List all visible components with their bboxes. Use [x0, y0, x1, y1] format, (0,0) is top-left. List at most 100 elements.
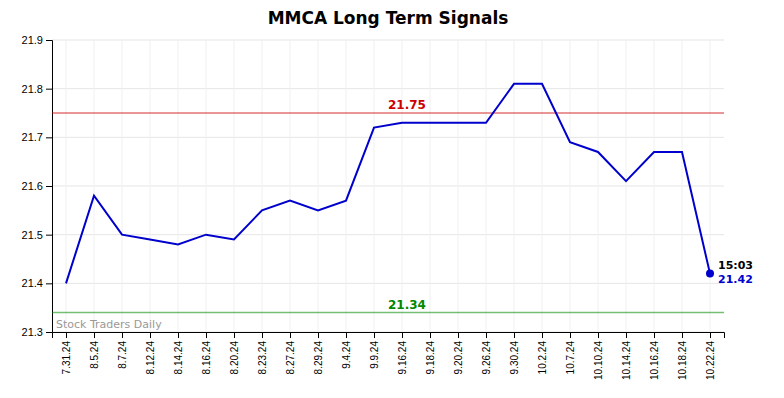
x-tick-label: 9.30.24 — [509, 341, 520, 375]
point-annotation: 15:03 — [718, 259, 753, 272]
x-tick-label: 9.4.24 — [341, 341, 352, 369]
tick-mark — [626, 332, 627, 338]
tick-mark — [290, 332, 291, 338]
annotations: 21.7521.3415:0321.42Stock Traders Daily — [56, 98, 753, 331]
grid-line-x — [206, 40, 207, 332]
x-tick: 9.4.24 — [341, 332, 352, 369]
tick-mark — [458, 332, 459, 338]
grid-line-y — [52, 137, 724, 138]
tick-mark — [46, 235, 52, 236]
grid-line-x — [94, 40, 95, 332]
x-tick-label: 7.31.24 — [61, 341, 72, 375]
grid-line-x — [486, 40, 487, 332]
tick-mark — [46, 186, 52, 187]
y-tick-label: 21.7 — [22, 131, 43, 143]
x-tick: 8.16.24 — [201, 332, 212, 374]
tick-mark — [46, 40, 52, 41]
point-annotation: 21.42 — [718, 273, 753, 286]
x-tick-label: 10.18.24 — [677, 341, 688, 380]
x-tick-label: 10.22.24 — [705, 341, 716, 380]
reference-line — [52, 112, 724, 114]
tick-mark — [570, 332, 571, 338]
x-tick: 7.31.24 — [61, 332, 72, 374]
x-tick-label: 8.14.24 — [173, 341, 184, 375]
tick-mark — [486, 332, 487, 338]
grid-line-x — [430, 40, 431, 332]
tick-mark — [374, 332, 375, 338]
grid-line-x — [318, 40, 319, 332]
tick-mark — [94, 332, 95, 338]
x-tick: 9.18.24 — [425, 332, 436, 374]
axis-line — [53, 333, 725, 339]
tick-mark — [206, 332, 207, 338]
x-tick: 9.16.24 — [397, 332, 408, 374]
x-axis: 7.31.24 8.5.24 8.7.24 8.12.24 8.14.24 8.16.24… — [53, 332, 725, 380]
grid-line-x — [262, 40, 263, 332]
tick-mark — [234, 332, 235, 338]
x-tick-label: 10.14.24 — [621, 341, 632, 380]
grid-line-x — [150, 40, 151, 332]
tick-mark — [402, 332, 403, 338]
y-tick: 21.6 — [22, 180, 52, 192]
x-tick: 8.14.24 — [173, 332, 184, 374]
grid-line-x — [122, 40, 123, 332]
x-tick-label: 10.16.24 — [649, 341, 660, 380]
tick-mark — [262, 332, 263, 338]
x-tick-label: 8.16.24 — [201, 341, 212, 375]
tick-mark — [514, 332, 515, 338]
x-tick-label: 10.10.24 — [593, 341, 604, 380]
grid-line-x — [346, 40, 347, 332]
grid-line-x — [654, 40, 655, 332]
x-tick-label: 8.20.24 — [229, 341, 240, 375]
tick-mark — [46, 283, 52, 284]
x-tick: 8.29.24 — [313, 332, 324, 374]
x-tick-label: 9.26.24 — [481, 341, 492, 375]
x-tick: 9.9.24 — [369, 332, 380, 369]
grid-line-x — [682, 40, 683, 332]
x-tick-label: 8.27.24 — [285, 341, 296, 375]
x-tick-label: 9.18.24 — [425, 341, 436, 375]
grid-line-x — [402, 40, 403, 332]
tick-mark — [178, 332, 179, 338]
y-tick-label: 21.4 — [22, 277, 43, 289]
tick-mark — [682, 332, 683, 338]
x-tick-label: 8.5.24 — [89, 341, 100, 369]
x-tick: 8.27.24 — [285, 332, 296, 374]
grid-line-x — [626, 40, 627, 332]
line — [66, 84, 710, 284]
x-tick: 8.7.24 — [117, 332, 128, 369]
grid-line-y — [52, 40, 724, 41]
tick-mark — [66, 332, 67, 338]
x-tick-label: 9.20.24 — [453, 341, 464, 375]
x-tick: 10.7.24 — [565, 332, 576, 374]
grid-line-y — [52, 283, 724, 284]
x-tick-label: 8.29.24 — [313, 341, 324, 375]
tick-mark — [46, 137, 52, 138]
y-tick-label: 21.3 — [22, 326, 43, 338]
x-tick: 9.30.24 — [509, 332, 520, 374]
grid-line-x — [458, 40, 459, 332]
x-tick: 10.18.24 — [677, 332, 688, 380]
tick-mark — [46, 332, 52, 333]
tick-mark — [318, 332, 319, 338]
title: MMCA Long Term Signals — [268, 8, 509, 28]
grid-line-x — [178, 40, 179, 332]
x-tick: 8.20.24 — [229, 332, 240, 374]
axis-line — [46, 41, 53, 333]
reference-label: 21.75 — [388, 98, 426, 112]
grid-line-x — [66, 40, 67, 332]
y-tick: 21.3 — [22, 326, 52, 338]
grid-line-x — [598, 40, 599, 332]
tick-mark — [542, 332, 543, 338]
grid-line-x — [570, 40, 571, 332]
last-point — [706, 270, 714, 278]
x-tick: 8.12.24 — [145, 332, 156, 374]
x-tick: 10.16.24 — [649, 332, 660, 380]
grid-line-y — [52, 88, 724, 89]
y-tick-label: 21.8 — [22, 83, 43, 95]
x-tick-label: 8.12.24 — [145, 341, 156, 375]
x-tick-label: 10.7.24 — [565, 341, 576, 375]
tick-mark — [346, 332, 347, 338]
x-tick: 9.26.24 — [481, 332, 492, 374]
y-tick: 21.4 — [22, 277, 52, 289]
